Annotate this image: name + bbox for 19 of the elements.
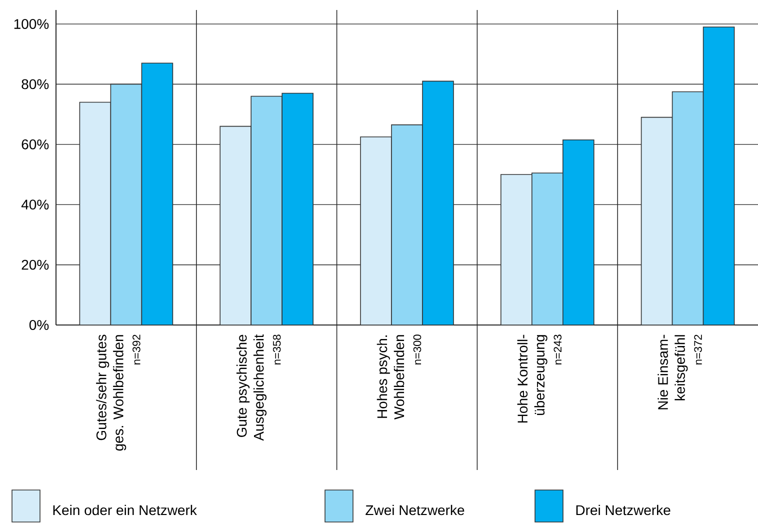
text: n=358 xyxy=(272,334,281,364)
y-tick-label: 40% xyxy=(21,200,49,210)
x-tick-label: Nie Einsam-keitsgefühl xyxy=(658,334,688,410)
text: n=392 xyxy=(132,334,140,364)
x-tick-label: Gute psychische Ausgeglichenheit xyxy=(236,334,267,441)
text: n=372 xyxy=(694,334,702,364)
x-tick-label: Gutes/sehr gutes ges. Wohlbefinden xyxy=(96,334,126,451)
legend-label: Kein oder ein Netzwerk xyxy=(53,504,197,516)
y-tick-label: 20% xyxy=(22,260,49,270)
text: n=243 xyxy=(554,334,562,364)
legend-label: Drei Netzwerke xyxy=(576,504,670,516)
x-tick-label: Hohe Kontroll-überzeugung xyxy=(517,334,548,423)
y-tick-label: 100% xyxy=(14,19,49,29)
legend-label: Zwei Netzwerke xyxy=(366,504,464,516)
x-tick-label: Hohes psych. Wohlbefinden xyxy=(376,335,404,420)
y-tick-label: 60% xyxy=(22,139,49,150)
y-tick-label: 80% xyxy=(22,79,49,90)
text: n=300 xyxy=(413,334,422,364)
y-tick-label: 0% xyxy=(29,320,49,330)
